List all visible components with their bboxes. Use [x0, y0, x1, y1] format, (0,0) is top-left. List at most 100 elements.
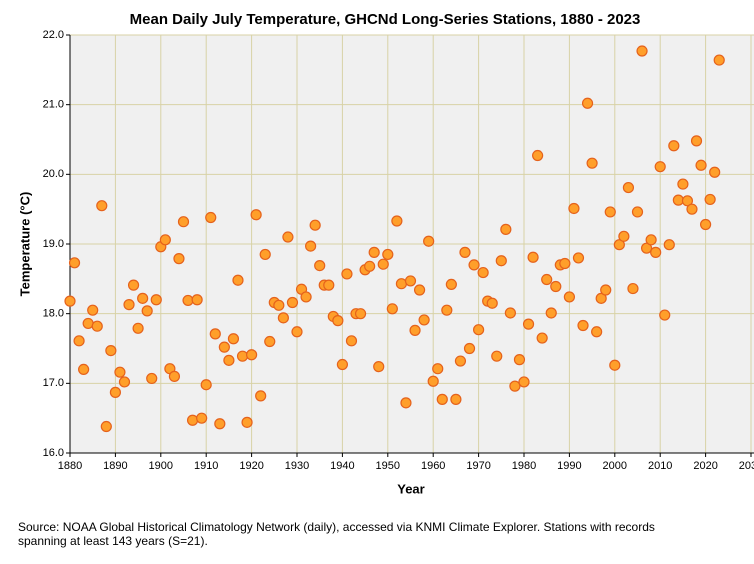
data-point [509, 380, 521, 392]
data-point [468, 259, 480, 271]
x-tick-label: 2030 [739, 460, 754, 472]
data-point [532, 149, 544, 162]
data-point [613, 239, 625, 251]
data-point [200, 379, 212, 391]
data-point [96, 200, 108, 212]
data-point [323, 279, 335, 291]
data-point [118, 376, 131, 388]
data-point [168, 370, 181, 382]
data-point [395, 278, 408, 290]
data-point [291, 326, 303, 338]
data-point [105, 344, 117, 357]
data-point [373, 361, 385, 373]
data-point [518, 376, 530, 388]
data-point [82, 317, 94, 330]
data-point [232, 274, 244, 286]
data-point [563, 291, 576, 303]
data-point [309, 219, 321, 231]
data-point [159, 234, 171, 246]
data-point [609, 359, 621, 371]
data-point [690, 135, 703, 147]
data-point [314, 259, 326, 272]
x-tick-label: 1940 [330, 460, 354, 472]
data-point [695, 159, 707, 171]
data-point [259, 248, 271, 261]
data-point [654, 161, 666, 173]
data-point [273, 299, 285, 311]
data-point [477, 266, 489, 279]
x-axis-label: Year [397, 481, 424, 496]
data-point [631, 206, 644, 218]
data-point [91, 320, 103, 332]
data-point [659, 309, 671, 321]
x-tick-label: 1910 [194, 460, 218, 472]
data-point [600, 284, 612, 296]
data-point [341, 268, 353, 280]
x-tick-label: 1980 [512, 460, 536, 472]
y-tick-label: 19.0 [43, 238, 64, 250]
data-point [677, 178, 689, 190]
data-point [409, 324, 421, 336]
data-point [150, 294, 162, 306]
data-point [636, 45, 648, 57]
data-point [177, 216, 190, 228]
data-point [391, 215, 403, 227]
y-tick-label: 21.0 [43, 99, 64, 111]
x-tick-label: 1970 [466, 460, 490, 472]
data-point [109, 386, 122, 398]
data-point [250, 209, 262, 221]
x-tick-label: 1900 [149, 460, 173, 472]
x-tick-label: 1920 [239, 460, 263, 472]
x-tick-label: 1990 [557, 460, 581, 472]
data-point [64, 295, 76, 307]
data-point [205, 211, 217, 224]
data-point [713, 54, 725, 66]
y-tick-label: 17.0 [43, 377, 64, 389]
data-point [454, 355, 467, 367]
data-point [640, 242, 653, 254]
chart-title: Mean Daily July Temperature, GHCNd Long-… [130, 11, 641, 28]
data-point [400, 397, 412, 409]
data-point [445, 278, 457, 291]
y-tick-label: 20.0 [43, 168, 64, 180]
data-point [413, 284, 426, 296]
x-tick-label: 1890 [103, 460, 127, 472]
data-point [645, 234, 657, 246]
y-axis-label: Temperature (°C) [17, 192, 32, 297]
data-point [473, 324, 485, 336]
data-point [114, 366, 126, 378]
data-point [100, 420, 112, 433]
data-point [364, 260, 376, 272]
data-point [672, 194, 684, 206]
data-point [581, 97, 594, 109]
y-tick-label: 16.0 [43, 447, 64, 459]
data-point [209, 328, 221, 340]
data-point [627, 282, 639, 295]
source-note: Source: NOAA Global Historical Climatolo… [18, 520, 655, 534]
data-point [432, 363, 444, 375]
data-point [668, 140, 680, 152]
data-point [386, 303, 398, 315]
data-point [377, 258, 389, 270]
x-tick-label: 2000 [603, 460, 627, 472]
data-point [173, 253, 185, 265]
data-point [709, 166, 721, 178]
data-point [73, 335, 85, 347]
data-point [586, 157, 598, 169]
data-point [345, 335, 358, 347]
data-point [246, 349, 258, 361]
data-point [368, 246, 380, 258]
data-point [436, 393, 448, 405]
data-point [227, 333, 240, 345]
data-point [418, 314, 430, 326]
data-point [300, 291, 312, 303]
data-point [132, 322, 144, 334]
y-tick-label: 18.0 [43, 308, 64, 320]
data-point [527, 251, 539, 263]
data-point [572, 252, 585, 264]
data-point [182, 294, 194, 307]
data-point [255, 390, 267, 402]
data-point [486, 297, 498, 309]
data-point [681, 195, 694, 207]
data-point [277, 312, 289, 324]
